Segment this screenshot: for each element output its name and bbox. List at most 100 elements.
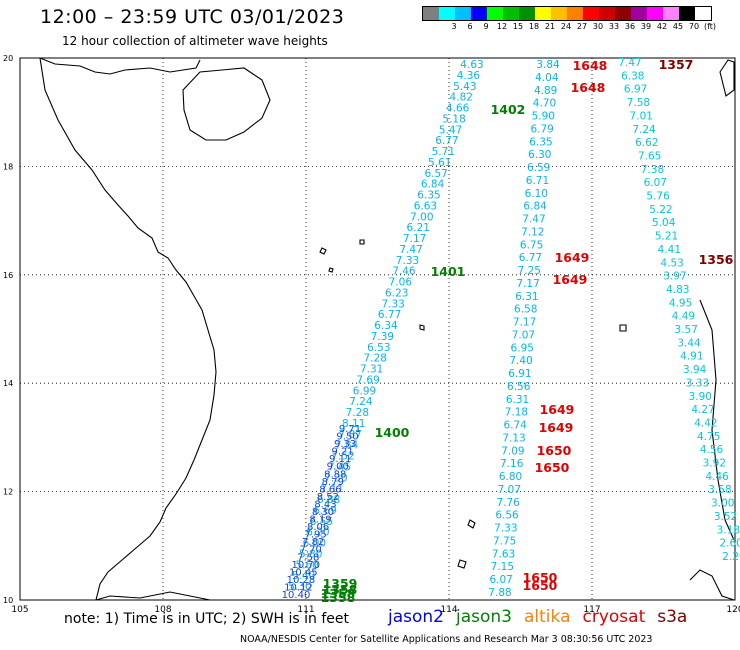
legend-label: 30 bbox=[592, 22, 604, 31]
legend-swatch bbox=[679, 7, 695, 20]
swh-value: 7.25 bbox=[518, 265, 541, 277]
swh-value: 6.23 bbox=[385, 287, 408, 299]
map-subtitle: 12 hour collection of altimeter wave hei… bbox=[62, 34, 328, 48]
legend-label: (ft) bbox=[703, 22, 717, 31]
swh-value: 7.47 bbox=[618, 57, 641, 69]
pass-time-label: 1648 bbox=[573, 58, 608, 73]
swh-value: 6.77 bbox=[378, 309, 401, 321]
swh-value: 5.30 bbox=[288, 581, 311, 593]
legend-label: 36 bbox=[624, 22, 636, 31]
lon-tick-label: 117 bbox=[583, 605, 600, 615]
swh-value: 6.07 bbox=[489, 574, 512, 586]
legend-label: 6 bbox=[467, 22, 473, 31]
map-title: 12:00 – 23:59 UTC 03/01/2023 bbox=[40, 6, 345, 28]
swh-value: 3.84 bbox=[536, 59, 560, 71]
swh-value: 7.69 bbox=[356, 374, 379, 386]
swh-value: 6.97 bbox=[624, 84, 647, 96]
swh-value: 4.36 bbox=[457, 70, 481, 82]
swh-value: 6.31 bbox=[515, 291, 538, 303]
swh-value: 7.28 bbox=[364, 353, 387, 365]
swh-value: 5.21 bbox=[655, 231, 678, 243]
legend-swatch bbox=[503, 7, 519, 20]
swh-value-jason2: 10.12 bbox=[284, 582, 313, 593]
swh-value: 7.63 bbox=[492, 548, 515, 560]
swh-value: 7.24 bbox=[349, 396, 373, 408]
pass-time-label: 1650 bbox=[523, 570, 558, 585]
swh-value: 7.01 bbox=[630, 110, 653, 122]
legend-swatch bbox=[647, 7, 663, 20]
swh-value: 7.31 bbox=[360, 364, 383, 376]
swh-value-jason2: 8.66 bbox=[319, 484, 341, 495]
swh-value: 5.47 bbox=[439, 124, 462, 136]
legend-label: 33 bbox=[608, 22, 620, 31]
swh-value: 7.75 bbox=[493, 535, 516, 547]
swh-value: 6.53 bbox=[367, 342, 390, 354]
swh-value: 3.00 bbox=[711, 498, 734, 510]
pass-time-label: 1358 bbox=[321, 586, 356, 601]
satellite-cryosat: cryosat bbox=[582, 607, 646, 627]
legend-swatch bbox=[631, 7, 647, 20]
swh-value: 6.79 bbox=[530, 123, 553, 135]
swh-value: 6.59 bbox=[527, 162, 550, 174]
swh-value: 7.84 bbox=[335, 440, 359, 452]
swh-value: 7.65 bbox=[638, 150, 661, 162]
legend-label: 42 bbox=[656, 22, 668, 31]
swh-value: 6.21 bbox=[407, 222, 430, 234]
swh-value: 7.00 bbox=[410, 211, 433, 223]
swh-value: 6.58 bbox=[514, 304, 537, 316]
legend-swatch bbox=[583, 7, 599, 20]
swh-value: 5.61 bbox=[428, 157, 451, 169]
swh-value: 5.43 bbox=[453, 81, 476, 93]
swh-value: 7.18 bbox=[505, 407, 528, 419]
swh-value: 7.45 bbox=[328, 461, 351, 473]
swh-value-jason2: 7.58 bbox=[297, 552, 319, 563]
satellite-jason2: jason2 bbox=[388, 607, 444, 627]
swh-value: 4.49 bbox=[672, 311, 695, 323]
pass-time-label: 1649 bbox=[553, 272, 588, 287]
swh-value: 5.80 bbox=[299, 548, 322, 560]
pass-time-label: 1650 bbox=[537, 443, 572, 458]
legend-label: 12 bbox=[496, 22, 508, 31]
swh-value: 4.04 bbox=[535, 72, 559, 84]
legend-swatch bbox=[439, 7, 455, 20]
swh-value-jason2: 8.06 bbox=[307, 522, 329, 533]
pass-time-labels: 1648 1648 1357 1402 1649 1649 1356 1401 1649 1649… bbox=[321, 57, 734, 605]
swh-value: 4.46 bbox=[705, 471, 729, 483]
pass-time-label: 1358 bbox=[321, 590, 356, 605]
swh-value: 4.42 bbox=[694, 417, 717, 429]
pass-time-label: 1357 bbox=[659, 57, 694, 72]
swh-value: 6.31 bbox=[506, 394, 529, 406]
swh-value: 7.33 bbox=[381, 298, 404, 310]
swh-value: 4.89 bbox=[534, 85, 557, 97]
legend-label: 15 bbox=[512, 22, 524, 31]
swh-value: 4.53 bbox=[660, 257, 683, 269]
pass-time-label: 1649 bbox=[539, 420, 574, 435]
swh-value: 3.92 bbox=[703, 458, 726, 470]
swh-value-jason2: 9.71 bbox=[339, 424, 361, 435]
swh-value: 6.30 bbox=[528, 149, 551, 161]
lon-tick-label: 120 bbox=[726, 605, 740, 615]
swh-value: 5.04 bbox=[652, 217, 676, 229]
lon-tick-label: 105 bbox=[11, 605, 28, 615]
swh-value: 8.11 bbox=[342, 418, 365, 430]
swh-value: 7.30 bbox=[324, 472, 347, 484]
swh-value: 6.57 bbox=[424, 168, 447, 180]
swh-value: 7.11 bbox=[321, 483, 344, 495]
footer-note: note: 1) Time is in UTC; 2) SWH is in fe… bbox=[64, 611, 350, 627]
map-frame bbox=[19, 57, 736, 601]
swh-value: 6.56 bbox=[495, 510, 519, 522]
legend-labels: 3 6 9 12 15 18 21 24 27 30 33 36 39 42 45 70 (ft) bbox=[422, 22, 740, 34]
swh-value: 7.88 bbox=[488, 587, 511, 599]
swh-value: 6.69 bbox=[313, 505, 336, 517]
pass-time-label: 1356 bbox=[699, 252, 734, 267]
legend-swatch bbox=[519, 7, 535, 20]
swh-value: 6.74 bbox=[504, 420, 528, 432]
swh-value: 6.10 bbox=[525, 188, 548, 200]
legend-label: 24 bbox=[560, 22, 572, 31]
swh-value: 4.95 bbox=[669, 297, 692, 309]
lon-tick-label: 108 bbox=[154, 605, 171, 615]
legend-swatch bbox=[615, 7, 631, 20]
legend-label: 9 bbox=[483, 22, 489, 31]
swh-value: 7.40 bbox=[509, 355, 532, 367]
swh-value: 3.18 bbox=[717, 524, 740, 536]
